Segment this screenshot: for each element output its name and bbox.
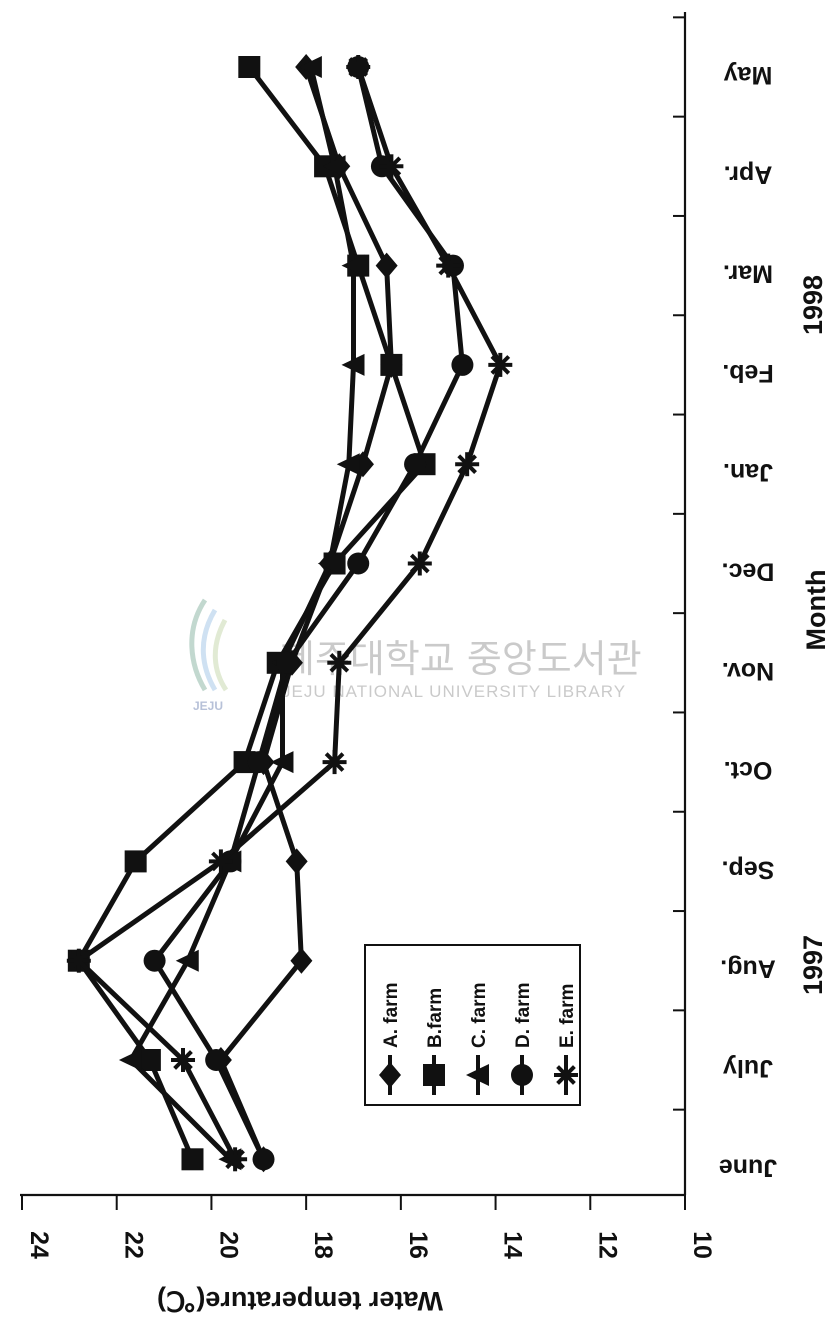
watermark-english: JEJU NATIONAL UNIVERSITY LIBRARY (282, 682, 626, 701)
data-point-asterisk (488, 352, 513, 377)
legend-item: D. farm (511, 983, 534, 1095)
data-point-triangle (317, 552, 341, 575)
data-point-asterisk (66, 948, 91, 973)
data-point-circle (451, 353, 474, 376)
data-point-asterisk (322, 750, 347, 775)
month-label: Mar. (723, 260, 773, 288)
month-label: Apr. (724, 160, 773, 188)
legend-label: B.farm (425, 988, 446, 1048)
data-point-circle (347, 552, 370, 575)
value-tick-label: 16 (404, 1231, 432, 1259)
data-point-asterisk (407, 551, 432, 576)
data-point-circle (205, 1049, 228, 1071)
data-point-triangle (336, 453, 360, 476)
data-point-triangle (322, 155, 346, 178)
data-point-triangle (341, 254, 365, 277)
value-axis-ticks: 24 22 20 18 16 14 12 10 (21, 1195, 716, 1259)
month-label: June (719, 1153, 777, 1181)
data-point-triangle (118, 1049, 142, 1071)
legend-label: D. farm (513, 983, 534, 1048)
value-tick-label: 20 (214, 1231, 242, 1259)
value-tick-label: 14 (499, 1231, 527, 1259)
data-point-triangle (341, 353, 365, 376)
legend-item: A. farm (379, 983, 402, 1095)
legend-item: C. farm (466, 983, 490, 1095)
legend-item: B.farm (423, 988, 446, 1095)
series-asterisk (66, 55, 513, 1172)
month-label: Oct. (724, 756, 773, 784)
year-label-1998: 1998 (798, 275, 828, 335)
value-axis-title: Water temperature(℃) (157, 1286, 443, 1316)
legend-label: C. farm (469, 983, 490, 1048)
month-label: Feb. (722, 359, 773, 387)
series-line (218, 66, 394, 1161)
data-point-square (380, 353, 403, 376)
data-point-asterisk (171, 1048, 196, 1072)
data-point-triangle (270, 751, 294, 774)
data-point-asterisk (455, 452, 480, 477)
legend-item: E. farm (554, 984, 578, 1095)
month-label: Nov. (722, 657, 774, 685)
series-line (128, 66, 356, 1162)
month-label: Aug. (720, 955, 776, 983)
legend: A. farm B.farm C. farm D. farm E. farm (364, 944, 581, 1106)
series-layer (66, 54, 513, 1173)
month-label: May (724, 61, 773, 89)
legend-label: E. farm (557, 984, 578, 1048)
data-point-triangle (175, 949, 199, 972)
data-point-circle (143, 949, 166, 972)
month-label: Jan. (723, 458, 773, 486)
data-point-asterisk (379, 154, 404, 179)
year-label-1997: 1997 (798, 935, 828, 995)
data-point-square (238, 56, 261, 78)
month-axis-title: Month (801, 570, 831, 651)
legend-marker-square (423, 1064, 445, 1086)
legend-marker-circle (511, 1064, 533, 1086)
month-label: Sep. (722, 855, 775, 883)
data-point-circle (247, 751, 270, 774)
month-label: July (723, 1054, 773, 1082)
series-triangle (118, 56, 365, 1171)
data-point-square (124, 850, 147, 873)
value-tick-label: 18 (309, 1231, 337, 1259)
data-point-asterisk (223, 1147, 248, 1172)
value-tick-label: 12 (593, 1231, 621, 1259)
data-point-asterisk (346, 55, 371, 79)
data-point-diamond (375, 252, 398, 279)
series-line (76, 66, 503, 1161)
legend-marker-asterisk (554, 1063, 578, 1087)
legend-marker-triangle (466, 1064, 489, 1086)
data-point-asterisk (208, 849, 233, 874)
data-point-triangle (298, 56, 322, 78)
data-point-square (181, 1148, 204, 1171)
data-point-asterisk (327, 650, 352, 675)
library-watermark: JEJU 제주대학교 중앙도서관 JEJU NATIONAL UNIVERSIT… (189, 598, 642, 713)
data-point-diamond (290, 947, 313, 974)
data-point-circle (404, 453, 427, 476)
library-logo: JEJU (189, 598, 229, 713)
legend-label: A. farm (381, 983, 402, 1048)
data-point-diamond (285, 848, 308, 875)
logo-text: JEJU (193, 699, 223, 713)
data-point-asterisk (436, 253, 461, 278)
value-tick-label: 24 (25, 1231, 53, 1259)
month-axis-ticks: June July Aug. Sep. Oct. Nov. Dec. Jan. Feb. Mar.… (673, 16, 777, 1181)
month-label: Dec. (722, 558, 775, 586)
legend-box (364, 944, 581, 1106)
value-tick-label: 22 (120, 1231, 148, 1259)
data-point-square (138, 1049, 161, 1071)
legend-marker-diamond (379, 1062, 401, 1088)
data-point-circle (252, 1148, 275, 1171)
value-tick-label: 10 (688, 1231, 716, 1259)
data-point-circle (276, 651, 299, 674)
